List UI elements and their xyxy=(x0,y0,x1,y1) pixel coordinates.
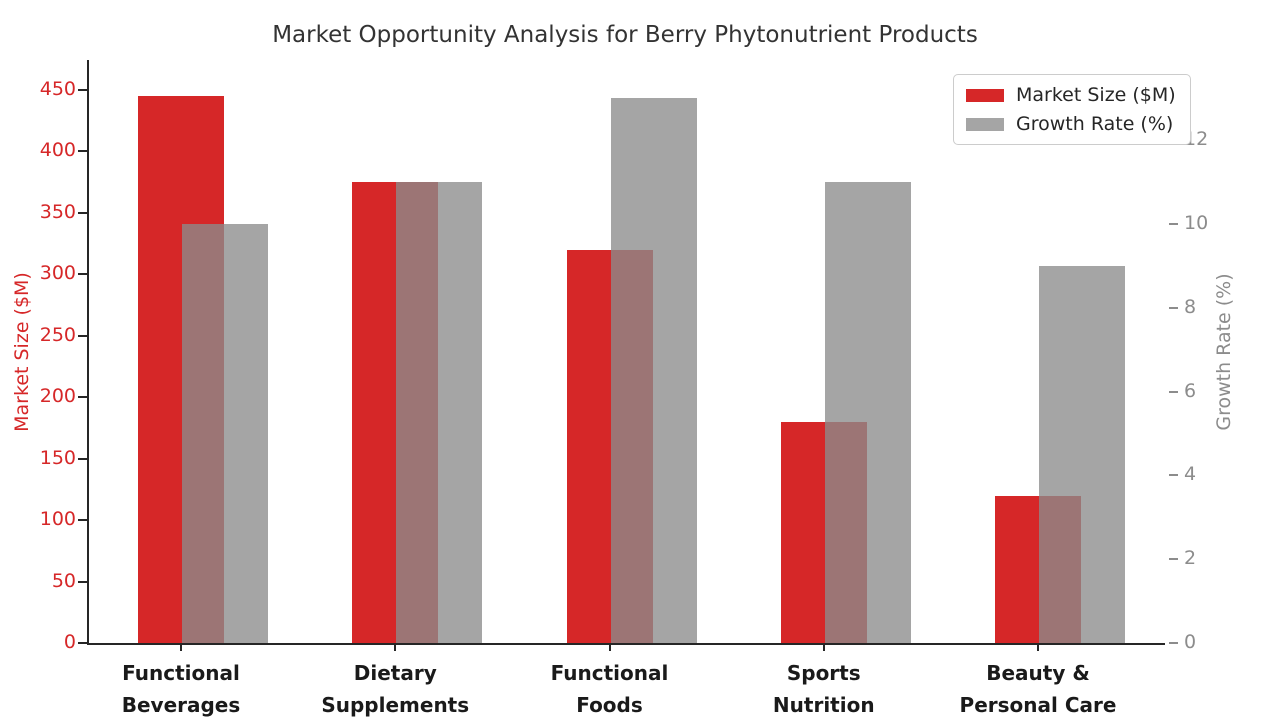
legend-label: Growth Rate (%) xyxy=(1016,113,1174,135)
y-right-tick-label: 0 xyxy=(1184,631,1197,653)
legend-entry-growth-rate: Growth Rate (%) xyxy=(966,113,1176,135)
y-right-tick-mark xyxy=(1169,558,1178,561)
y-right-tick-label: 6 xyxy=(1184,379,1197,402)
y-left-tick-label: 50 xyxy=(51,569,76,592)
y-left-tick-mark xyxy=(78,642,87,644)
x-category-label: Dietary Supplements xyxy=(321,661,470,717)
plot-area: Market Size ($M) Growth Rate (%) 0 50 100 1… xyxy=(40,60,1208,717)
x-tick-mark xyxy=(1037,643,1039,651)
y-left-tick-label: 200 xyxy=(39,385,76,408)
legend-entry-market-size: Market Size ($M) xyxy=(966,84,1176,106)
y-left-tick-label: 400 xyxy=(39,139,76,162)
x-category-label: Functional Foods xyxy=(550,661,669,717)
y-left-tick-label: 300 xyxy=(39,262,76,285)
y-left-tick-mark xyxy=(78,334,87,337)
y-axis-label-left: Market Size ($M) xyxy=(11,272,33,432)
legend-swatch-gray xyxy=(966,117,1004,131)
y-left-tick-label: 450 xyxy=(39,78,76,100)
bar-growth-rate xyxy=(396,181,483,643)
y-right-tick-label: 2 xyxy=(1184,547,1197,570)
y-right-tick-mark xyxy=(1169,474,1178,477)
y-left-tick-mark xyxy=(78,273,87,276)
x-tick-mark xyxy=(608,643,611,651)
x-tick-mark xyxy=(394,643,397,651)
y-right-tick-mark xyxy=(1169,306,1178,309)
bar-growth-rate xyxy=(824,181,911,643)
y-right-tick-mark xyxy=(1169,642,1178,644)
y-right-tick-label: 4 xyxy=(1184,463,1197,486)
y-left-tick-mark xyxy=(78,396,87,399)
y-left-tick-label: 100 xyxy=(39,508,76,531)
y-left-tick-label: 350 xyxy=(39,200,76,223)
y-left-tick-mark xyxy=(78,457,87,460)
y-left-tick-mark xyxy=(78,89,87,91)
x-category-label: Sports Nutrition xyxy=(772,661,875,717)
y-left-tick-mark xyxy=(78,150,87,153)
y-left-tick-label: 250 xyxy=(39,323,76,346)
bar-growth-rate xyxy=(610,98,697,643)
y-left-tick-mark xyxy=(78,211,87,214)
y-left-tick-mark xyxy=(78,519,87,522)
legend-label: Market Size ($M) xyxy=(1016,84,1176,106)
y-right-tick-label: 10 xyxy=(1184,211,1209,234)
y-left-tick-mark xyxy=(78,580,87,583)
x-tick-mark xyxy=(180,643,182,651)
y-right-tick-label: 12 xyxy=(1184,128,1209,150)
y-right-tick-mark xyxy=(1169,222,1178,225)
y-left-tick-label: 150 xyxy=(39,446,76,469)
legend: Market Size ($M) Growth Rate (%) xyxy=(953,74,1191,145)
x-category-label: Beauty & Personal Care xyxy=(959,661,1117,717)
y-right-tick-label: 8 xyxy=(1184,295,1197,318)
legend-swatch-red xyxy=(966,88,1004,102)
bar-growth-rate xyxy=(182,223,268,643)
bar-growth-rate xyxy=(1039,265,1125,643)
x-tick-mark xyxy=(822,643,825,651)
y-left-tick-label: 0 xyxy=(63,631,76,653)
x-category-label: Functional Beverages xyxy=(121,661,241,717)
y-right-tick-mark xyxy=(1169,390,1178,393)
chart-title: Market Opportunity Analysis for Berry Ph… xyxy=(272,22,978,48)
